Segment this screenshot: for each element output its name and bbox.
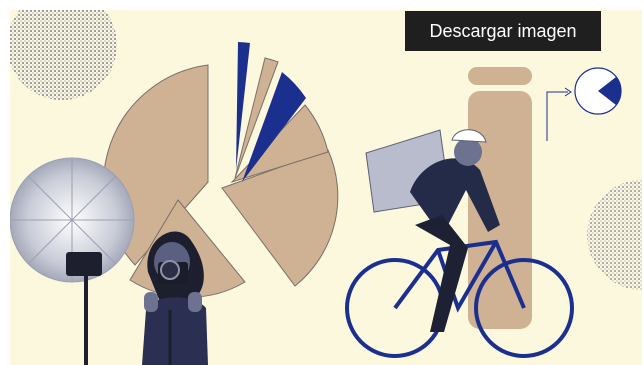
download-image-button[interactable]: Descargar imagen [405, 11, 601, 51]
delivery-cyclist [345, 129, 574, 358]
pie-chart-icon [546, 67, 622, 141]
illustration-svg [10, 10, 642, 365]
exploded-pie-chart [103, 42, 339, 298]
photographer-with-camera [142, 231, 208, 365]
grain-circle-top-left [10, 10, 117, 100]
exclamation-mark-shape [468, 67, 532, 329]
umbrella-light [10, 157, 135, 365]
hero-illustration: Descargar imagen [10, 10, 642, 365]
grain-circle-right [587, 180, 642, 290]
